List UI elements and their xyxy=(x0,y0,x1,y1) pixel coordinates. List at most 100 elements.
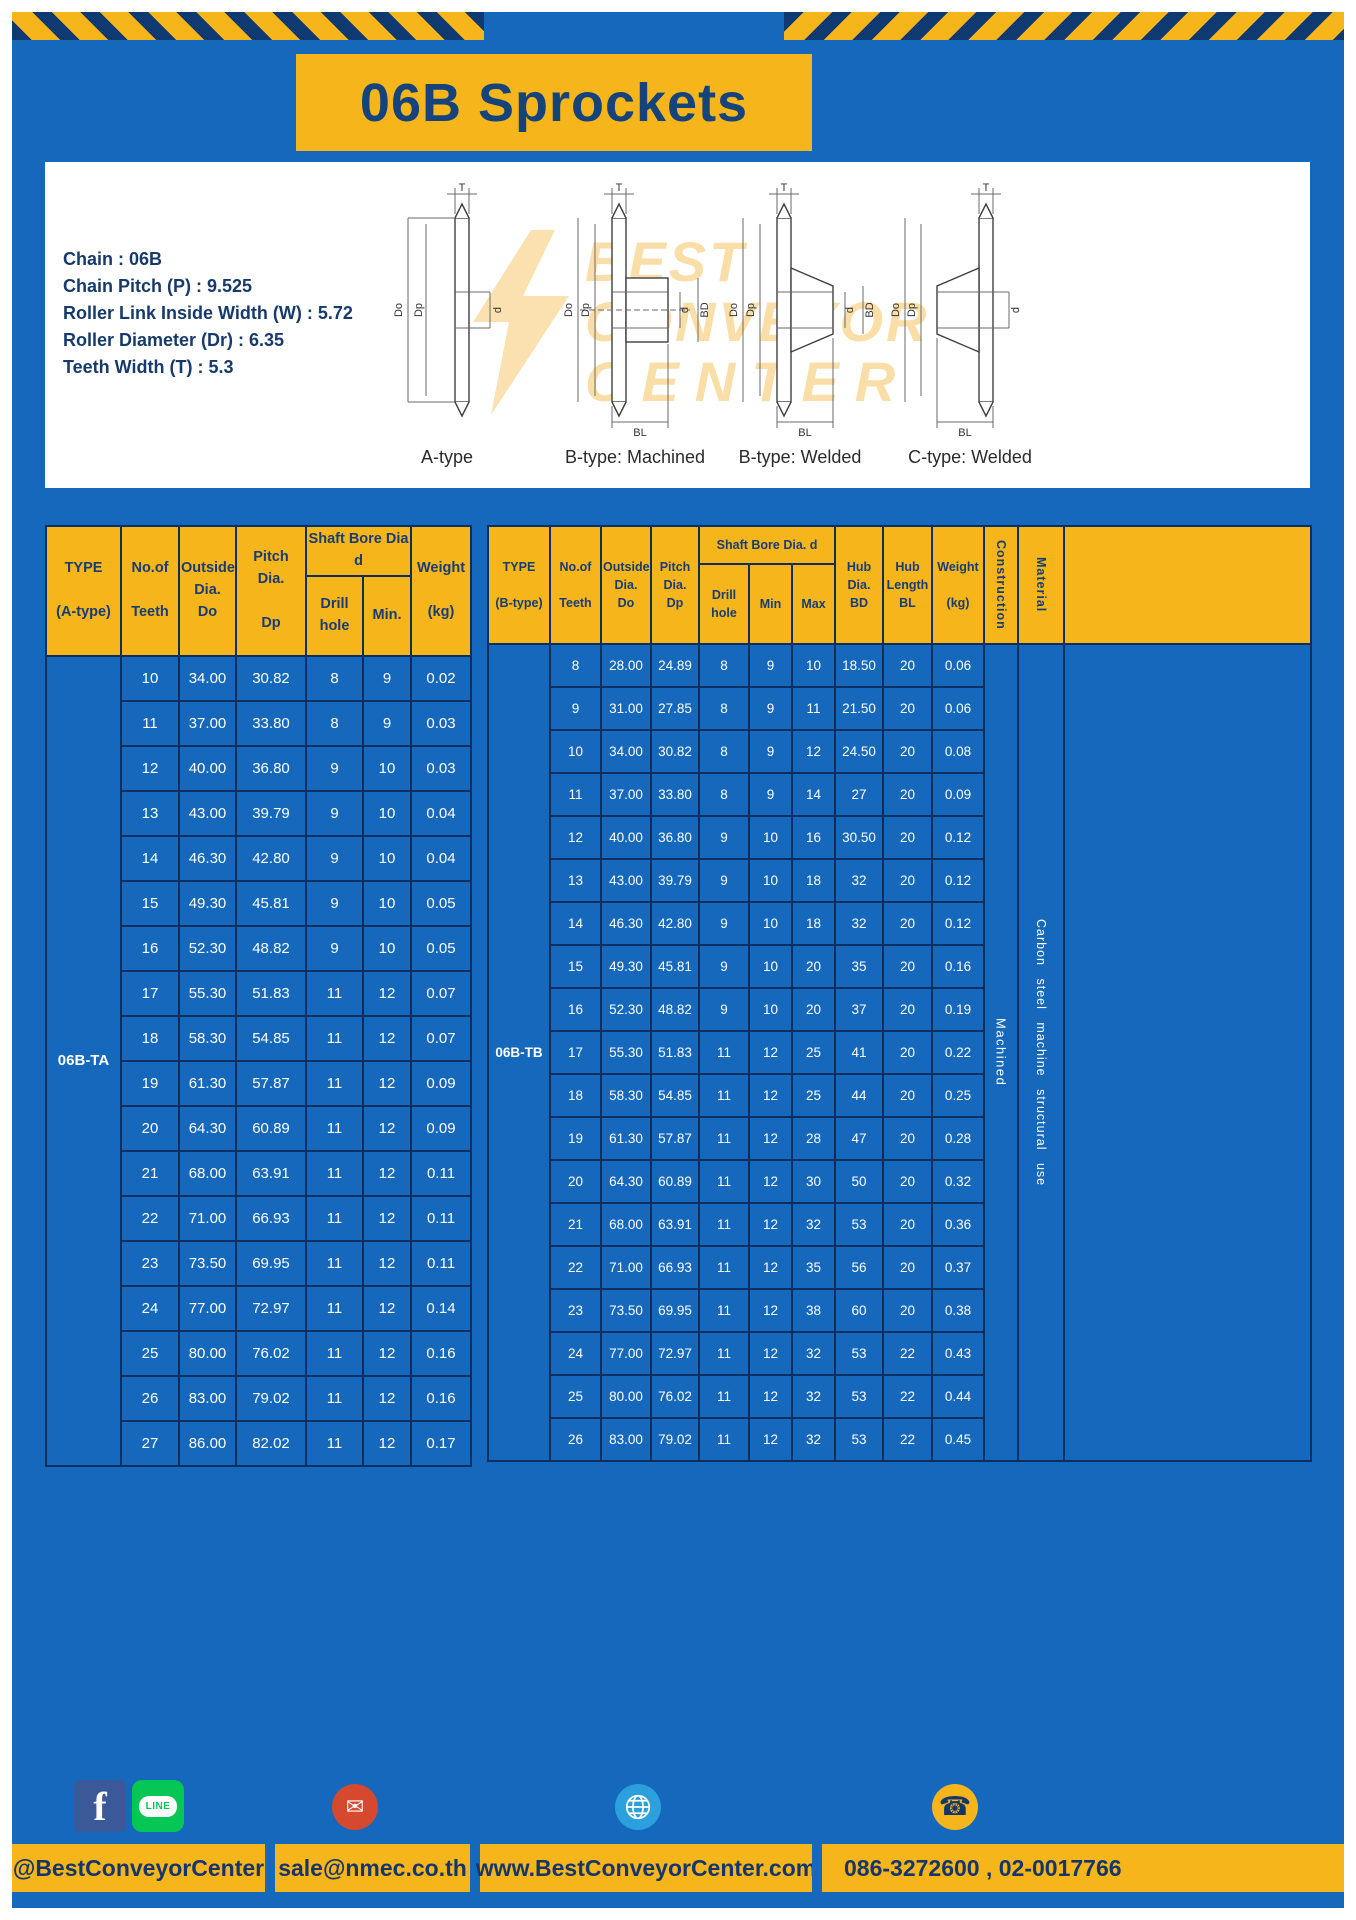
table-cell: 11 xyxy=(698,1245,750,1290)
table-cell: 12 xyxy=(748,1159,793,1204)
table-row: 25 80.00 76.02 11 12 32 53 22 0.44 xyxy=(488,1374,1311,1419)
line-icon-label: LINE xyxy=(138,1795,178,1817)
globe-icon[interactable] xyxy=(615,1784,661,1830)
table-cell: 79.02 xyxy=(650,1417,700,1462)
table-cell: 11 xyxy=(305,1239,364,1287)
dim-label-bl: BL xyxy=(798,427,811,439)
table-cell: 24 xyxy=(120,1284,180,1332)
table-a-body: 06B-TA 10 34.00 30.82 8 9 0.02 11 37.00 33.80 8 9 0.… xyxy=(45,654,473,1467)
table-row: 10 34.00 30.82 8 9 12 24.50 20 0.08 xyxy=(488,729,1311,774)
table-cell: 28.00 xyxy=(600,643,652,688)
page-title: 06B Sprockets xyxy=(359,72,749,133)
dim-label-t: T xyxy=(616,182,623,194)
table-cell: 12 xyxy=(748,1202,793,1247)
table-cell: 79.02 xyxy=(235,1374,307,1422)
table-cell: 21.50 xyxy=(834,686,884,731)
table-cell: 9 xyxy=(698,815,750,860)
table-cell: 34.00 xyxy=(600,729,652,774)
table-cell: 12 xyxy=(748,1030,793,1075)
table-cell: 72.97 xyxy=(235,1284,307,1332)
table-cell: 8 xyxy=(305,699,364,747)
table-cell: 19 xyxy=(549,1116,602,1161)
table-cell: 11 xyxy=(698,1030,750,1075)
footer-divider xyxy=(812,1844,822,1892)
table-cell: 30.82 xyxy=(235,654,307,702)
header-outside-dia: Outside Dia. Do xyxy=(178,525,237,657)
table-cell: 80.00 xyxy=(600,1374,652,1419)
table-cell: 22 xyxy=(120,1194,180,1242)
table-cell: 18 xyxy=(791,901,836,946)
header-weight: Weight (kg) xyxy=(410,525,473,657)
table-row: 17 55.30 51.83 11 12 0.07 xyxy=(46,969,473,1017)
table-cell: 17 xyxy=(549,1030,602,1075)
table-cell: 40.00 xyxy=(178,744,237,792)
table-cell: 0.03 xyxy=(410,744,473,792)
email-icon[interactable]: ✉ xyxy=(332,1784,378,1830)
table-row: 14 46.30 42.80 9 10 18 32 20 0.12 xyxy=(488,901,1311,946)
table-cell: 0.44 xyxy=(931,1374,985,1419)
table-cell: 60 xyxy=(834,1288,884,1333)
table-cell: 11 xyxy=(120,699,180,747)
dim-label-t: T xyxy=(459,182,466,194)
chain-specs: Chain : 06B Chain Pitch (P) : 9.525 Roll… xyxy=(63,246,353,381)
table-cell: 83.00 xyxy=(600,1417,652,1462)
table-cell: 63.91 xyxy=(650,1202,700,1247)
phone-icon[interactable]: ☎ xyxy=(932,1784,978,1830)
table-cell: 20 xyxy=(882,858,933,903)
table-cell: 57.87 xyxy=(650,1116,700,1161)
table-cell: 30.82 xyxy=(650,729,700,774)
table-cell: 15 xyxy=(120,879,180,927)
table-cell: 54.85 xyxy=(235,1014,307,1062)
type-merged-cell: 06B-TB xyxy=(487,643,551,1462)
table-cell: 52.30 xyxy=(600,987,652,1032)
table-cell: 18 xyxy=(549,1073,602,1118)
table-cell: 83.00 xyxy=(178,1374,237,1422)
dim-label-do: Do xyxy=(890,303,902,317)
table-cell: 11 xyxy=(698,1417,750,1462)
footer-email[interactable]: sale@nmec.co.th xyxy=(278,1854,467,1881)
table-cell: 28 xyxy=(791,1116,836,1161)
table-cell: 42.80 xyxy=(235,834,307,882)
table-b-body: 06B-TB 8 28.00 24.89 8 9 10 18.50 20 0.06 Machined… xyxy=(487,643,1312,1462)
header-teeth: No.of Teeth xyxy=(549,525,602,645)
diagram-a-type: T Do Dp d A-type xyxy=(362,182,532,468)
table-cell: 11 xyxy=(305,1014,364,1062)
line-icon[interactable]: LINE xyxy=(132,1780,184,1832)
table-row: 19 61.30 57.87 11 12 0.09 xyxy=(46,1059,473,1107)
table-cell: 8 xyxy=(698,686,750,731)
diagram-label: B-type: Machined xyxy=(564,447,706,467)
table-cell: 71.00 xyxy=(178,1194,237,1242)
table-cell: 55.30 xyxy=(600,1030,652,1075)
header-type: TYPE (B-type) xyxy=(487,525,551,645)
header-weight: Weight (kg) xyxy=(931,525,985,645)
header-pitch-dia: Pitch Dia. Dp xyxy=(650,525,700,645)
table-cell: 0.25 xyxy=(931,1073,985,1118)
table-cell: 0.04 xyxy=(410,834,473,882)
table-cell: 40.00 xyxy=(600,815,652,860)
footer-social-handle[interactable]: @BestConveyorCenter xyxy=(12,1854,265,1881)
table-cell: 0.11 xyxy=(410,1239,473,1287)
table-cell: 37.00 xyxy=(600,772,652,817)
table-cell: 30.50 xyxy=(834,815,884,860)
table-cell: 0.32 xyxy=(931,1159,985,1204)
table-cell: 12 xyxy=(748,1245,793,1290)
table-cell: 68.00 xyxy=(178,1149,237,1197)
table-cell: 54.85 xyxy=(650,1073,700,1118)
facebook-icon[interactable]: f xyxy=(74,1780,126,1832)
table-cell: 0.11 xyxy=(410,1149,473,1197)
dim-label-do: Do xyxy=(728,303,740,317)
table-cell: 53 xyxy=(834,1374,884,1419)
footer-phones[interactable]: 086-3272600 , 02-0017766 xyxy=(844,1854,1122,1881)
table-cell: 36.80 xyxy=(650,815,700,860)
header-material: Material xyxy=(1017,525,1065,645)
table-cell: 73.50 xyxy=(600,1288,652,1333)
table-cell: 14 xyxy=(791,772,836,817)
footer-website[interactable]: www.BestConveyorCenter.com xyxy=(475,1854,817,1881)
table-cell: 9 xyxy=(361,654,413,702)
table-cell: 69.95 xyxy=(650,1288,700,1333)
table-cell: 38 xyxy=(791,1288,836,1333)
dim-label-do: Do xyxy=(563,303,575,317)
header-shaft-bore-group: Shaft Bore Dia. d xyxy=(698,525,836,565)
header-outside-dia: Outside Dia. Do xyxy=(600,525,652,645)
table-cell: 11 xyxy=(698,1073,750,1118)
